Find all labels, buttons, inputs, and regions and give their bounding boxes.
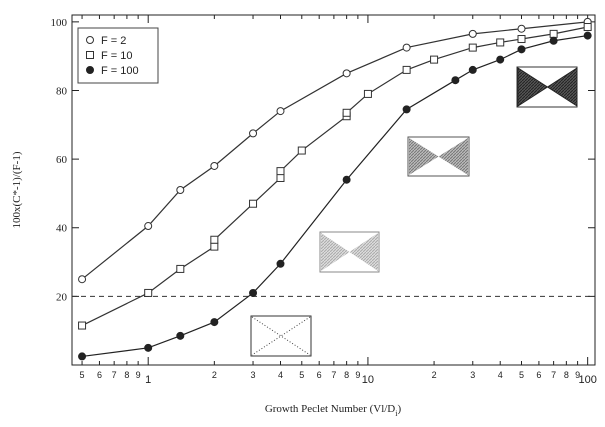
marker: [496, 38, 505, 47]
y-axis-label: 100x(C*-1)/(F-1): [11, 151, 23, 228]
legend-label: F = 2: [101, 35, 126, 47]
x-tick-label: 3: [470, 370, 475, 380]
y-tick-label: 20: [56, 291, 68, 303]
marker: [517, 24, 526, 33]
x-tick-label: 9: [575, 370, 580, 380]
marker: [78, 321, 87, 330]
icon: [517, 67, 578, 107]
icon: [321, 233, 378, 271]
marker: [468, 43, 477, 52]
x-tick-label: 4: [278, 370, 283, 380]
x-axis-label-sub: i: [395, 409, 398, 418]
marker: [342, 69, 351, 78]
x-tick-label: 100: [578, 374, 596, 386]
marker: [176, 331, 185, 340]
marker: [276, 107, 285, 116]
marker: [276, 259, 285, 268]
legend-marker: [86, 36, 94, 44]
marker: [583, 23, 592, 32]
x-tick-label: 2: [212, 370, 217, 380]
x-tick-label: 6: [536, 370, 541, 380]
x-tick-label: 4: [498, 370, 503, 380]
marker: [210, 235, 219, 244]
marker: [144, 288, 153, 297]
x-tick-label: 8: [564, 370, 569, 380]
x-tick-label: 7: [551, 370, 556, 380]
marker: [342, 175, 351, 184]
icon: [409, 138, 468, 175]
marker: [451, 76, 460, 85]
marker: [430, 55, 439, 64]
marker: [517, 45, 526, 54]
legend-marker: [86, 66, 94, 74]
marker: [249, 288, 258, 297]
marker: [517, 35, 526, 44]
x-tick-label: 7: [331, 370, 336, 380]
marker: [176, 186, 185, 194]
y-tick-label: 80: [56, 85, 68, 97]
marker: [276, 167, 285, 176]
x-tick-label: 2: [432, 370, 437, 380]
icon: [251, 316, 311, 356]
marker: [78, 275, 87, 284]
marker: [402, 43, 411, 52]
x-tick-label: 5: [519, 370, 524, 380]
marker: [468, 29, 477, 38]
marker: [210, 161, 219, 170]
legend-label: F = 10: [101, 50, 133, 62]
marker: [583, 31, 592, 40]
x-tick-label: 5: [299, 370, 304, 380]
x-tick-label: 5: [80, 370, 85, 380]
x-tick-label: 7: [112, 370, 117, 380]
x-tick-label: 6: [97, 370, 102, 380]
x-tick-label: 6: [317, 370, 322, 380]
marker: [363, 89, 372, 98]
marker: [249, 129, 258, 138]
icon: [250, 315, 312, 357]
marker: [276, 173, 285, 182]
y-tick-label: 60: [56, 154, 68, 166]
x-tick-label: 8: [124, 370, 129, 380]
marker: [468, 65, 477, 74]
legend-marker: [86, 51, 94, 59]
marker: [402, 105, 411, 114]
x-tick-label: 9: [355, 370, 360, 380]
x-tick-label: 3: [251, 370, 256, 380]
y-tick-label: 40: [56, 223, 68, 235]
marker: [297, 146, 306, 155]
marker: [549, 29, 558, 38]
x-tick-label: 10: [362, 374, 374, 386]
legend-label: F = 100: [101, 65, 139, 77]
y-tick-label: 100: [51, 17, 68, 29]
marker: [210, 242, 219, 251]
x-tick-label: 1: [145, 374, 151, 386]
marker: [342, 108, 351, 117]
x-tick-label: 9: [136, 370, 141, 380]
marker: [496, 55, 505, 64]
x-tick-label: 8: [344, 370, 349, 380]
marker: [549, 36, 558, 45]
marker: [78, 352, 87, 361]
marker: [249, 199, 258, 208]
marker: [144, 222, 153, 231]
marker: [144, 343, 153, 352]
icons: [250, 66, 578, 357]
marker: [210, 318, 219, 327]
marker: [402, 65, 411, 74]
x-axis-label-part: Growth Peclet Number (Vl/D: [265, 403, 395, 415]
marker: [176, 264, 185, 273]
series-line: [81, 34, 588, 358]
x-axis-label-part: ): [398, 403, 402, 415]
x-axis-label: Growth Peclet Number (Vl/Di): [265, 403, 402, 418]
